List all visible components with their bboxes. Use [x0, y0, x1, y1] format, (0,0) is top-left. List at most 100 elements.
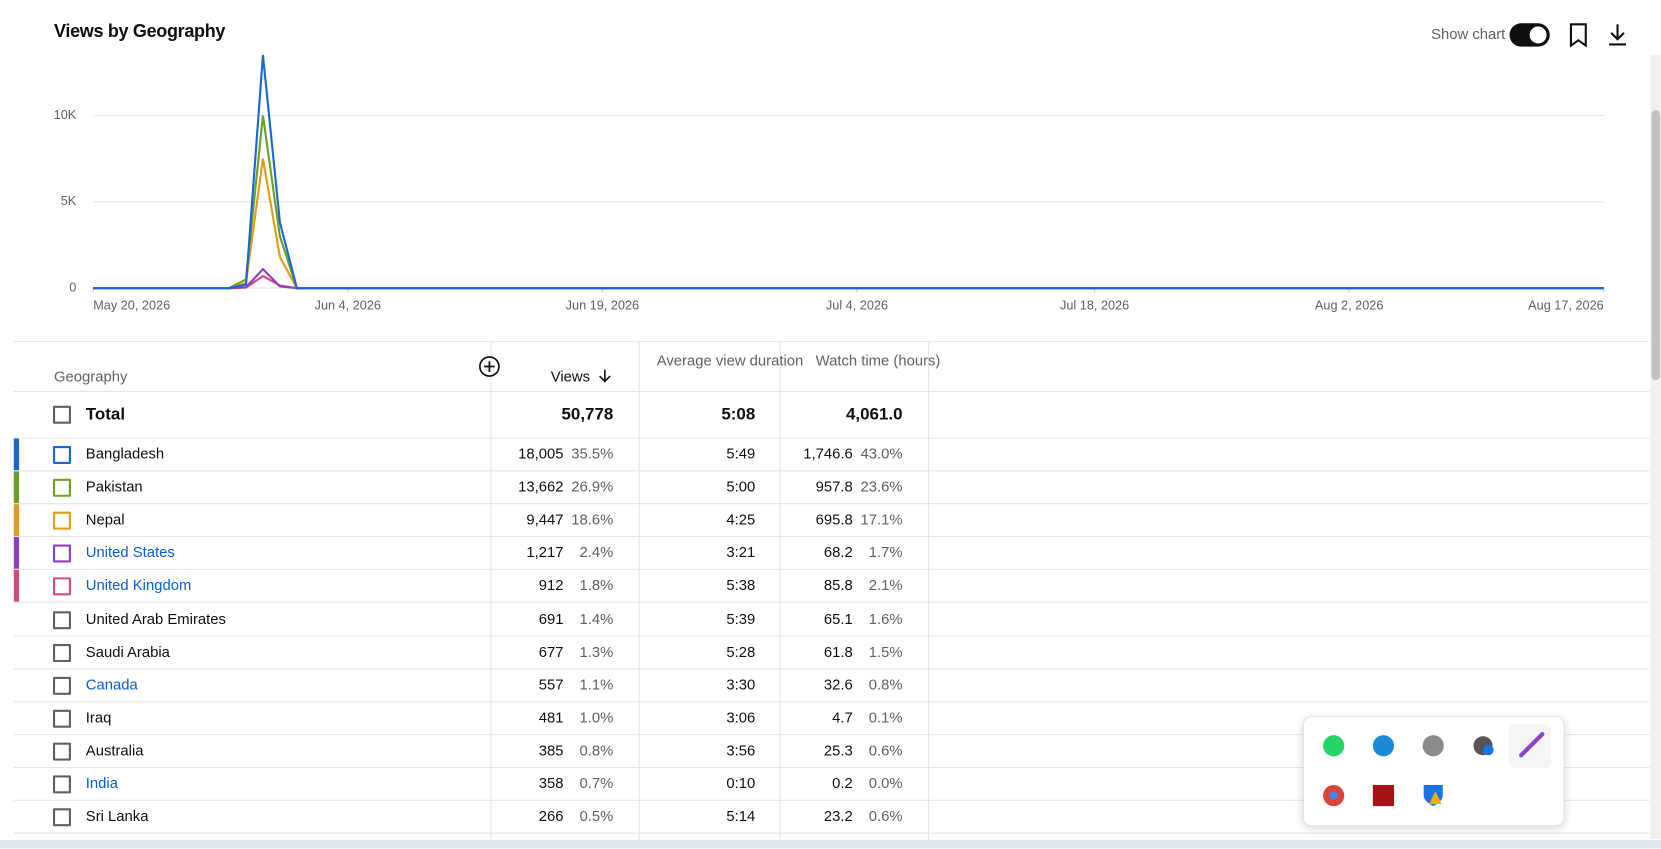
row-divider: [13, 602, 1650, 604]
views-share: 18.6%: [571, 510, 614, 528]
y-tick-label: 0: [69, 279, 76, 294]
checkbox[interactable]: [52, 544, 71, 563]
checkbox[interactable]: [52, 511, 71, 530]
views: 912: [538, 576, 564, 594]
avg-duration: 4:25: [726, 510, 756, 528]
column-header[interactable]: Watch time (hours): [815, 351, 941, 369]
watch-time: 65.1: [823, 609, 853, 627]
watch-time: 1,746.6: [803, 444, 853, 462]
country-name: Iraq: [85, 708, 112, 726]
watch-time: 695.8: [815, 510, 853, 528]
color-strip: [13, 537, 20, 570]
watch-share: 1.5%: [868, 642, 903, 660]
country-name[interactable]: United Kingdom: [85, 576, 192, 594]
country-name: Pakistan: [85, 477, 143, 495]
views-share: 1.8%: [579, 576, 614, 594]
total-label: Total: [85, 405, 126, 424]
add-column-button[interactable]: [478, 355, 501, 378]
column-header[interactable]: Views: [550, 367, 591, 385]
views: 385: [538, 741, 564, 759]
color-strip: [13, 504, 20, 537]
checkbox[interactable]: [52, 742, 71, 761]
avg-duration: 5:38: [726, 576, 756, 594]
column-header[interactable]: Geography: [54, 367, 128, 385]
views-share: 1.4%: [579, 609, 614, 627]
views-share: 1.1%: [579, 675, 614, 693]
scrollbar[interactable]: [1650, 55, 1661, 839]
column-header[interactable]: Average view duration: [656, 351, 804, 369]
line-chart: 0 5K 10K May 20, 2026 Jun 4, 2026 Jun 19, 202…: [54, 54, 1605, 312]
color-strip: [13, 438, 20, 471]
sort-arrow[interactable]: [597, 368, 612, 385]
country-name: Sri Lanka: [85, 807, 149, 825]
total-watch-time: 4,061.0: [845, 405, 903, 424]
views-share: 1.0%: [579, 708, 614, 726]
row-divider: [13, 799, 1650, 801]
watch-share: 0.0%: [868, 774, 903, 792]
tray-popup: [1302, 716, 1565, 827]
watch-time: 4.7: [832, 708, 853, 726]
views-share: 0.7%: [579, 774, 614, 792]
chart-toggle[interactable]: [1508, 22, 1550, 47]
bookmark-button[interactable]: [1567, 22, 1590, 48]
views-share: 26.9%: [571, 477, 614, 495]
checkbox[interactable]: [52, 405, 71, 424]
checkbox[interactable]: [52, 577, 71, 596]
row-divider: [13, 700, 1650, 702]
views-share: 1.3%: [579, 642, 614, 660]
views: 358: [538, 774, 564, 792]
watch-time: 68.2: [823, 543, 853, 561]
avg-duration: 5:14: [726, 807, 756, 825]
watch-share: 0.6%: [868, 741, 903, 759]
avg-duration: 5:28: [726, 642, 756, 660]
color-strip: [13, 471, 20, 504]
x-tick-label: Jun 19, 2026: [566, 297, 639, 312]
checkbox[interactable]: [52, 808, 71, 827]
checkbox[interactable]: [52, 643, 71, 662]
row-divider: [13, 635, 1650, 637]
country-name[interactable]: United States: [85, 543, 175, 561]
country-name: Nepal: [85, 510, 125, 528]
checkbox[interactable]: [52, 676, 71, 695]
country-name: United Arab Emirates: [85, 609, 226, 627]
watch-share: 0.1%: [868, 708, 903, 726]
total-views: 50,778: [561, 405, 614, 424]
row-divider: [13, 503, 1650, 505]
country-name: Saudi Arabia: [85, 642, 170, 660]
avg-duration: 3:21: [726, 543, 756, 561]
views: 13,662: [518, 477, 564, 495]
country-name: Australia: [85, 741, 144, 759]
checkbox[interactable]: [52, 610, 71, 629]
x-tick-label: Jul 18, 2026: [1060, 297, 1129, 312]
watch-time: 0.2: [832, 774, 853, 792]
checkbox[interactable]: [52, 478, 71, 497]
watch-time: 61.8: [823, 642, 853, 660]
country-name[interactable]: Canada: [85, 675, 138, 693]
y-tick-label: 5K: [61, 193, 77, 208]
views-share: 0.5%: [579, 807, 614, 825]
x-tick-label: Aug 2, 2026: [1315, 297, 1384, 312]
country-name[interactable]: India: [85, 774, 118, 792]
views: 1,217: [526, 543, 564, 561]
series-line: [93, 54, 1604, 290]
views: 481: [538, 708, 564, 726]
checkbox[interactable]: [52, 445, 71, 464]
checkbox[interactable]: [52, 775, 71, 794]
watch-share: 43.0%: [860, 444, 903, 462]
row-divider: [13, 667, 1650, 670]
watch-share: 0.8%: [868, 675, 903, 693]
views-share: 0.8%: [579, 741, 614, 759]
tray-icons[interactable]: [1304, 717, 1564, 825]
download-button[interactable]: [1606, 22, 1629, 47]
views-share: 2.4%: [579, 543, 614, 561]
views: 18,005: [518, 444, 564, 462]
checkbox[interactable]: [52, 709, 71, 728]
watch-share: 23.6%: [860, 477, 903, 495]
total-duration: 5:08: [721, 405, 756, 424]
toggle-label: Show chart: [1431, 25, 1506, 43]
avg-duration: 5:39: [726, 609, 756, 627]
row-divider: [13, 470, 1650, 472]
